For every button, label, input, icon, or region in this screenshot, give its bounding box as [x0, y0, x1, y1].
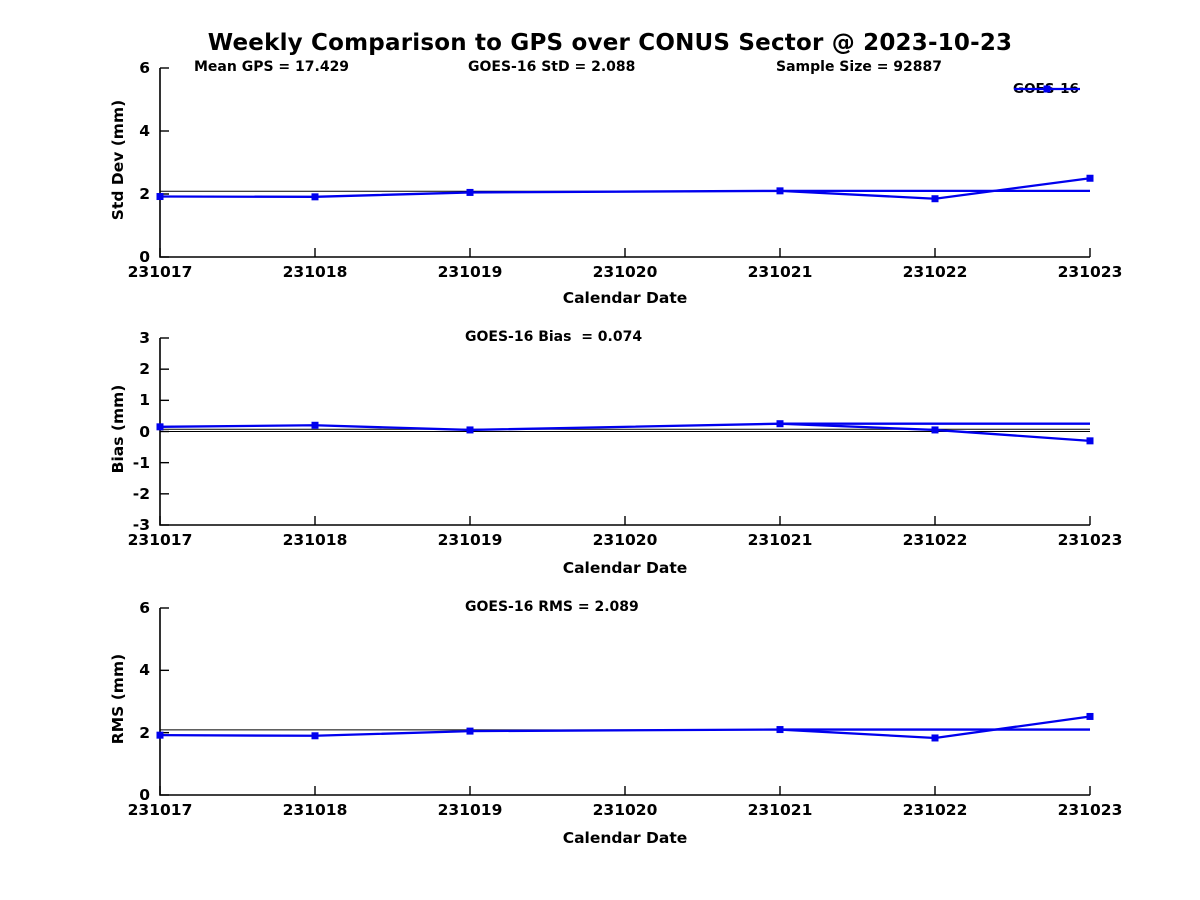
y-tick-label: 2	[139, 360, 150, 379]
x-tick-label: 231017	[127, 263, 193, 281]
data-marker-GOES-16-daily	[931, 426, 939, 434]
y-tick-label: 0	[139, 422, 150, 441]
y-tick-label: 2	[139, 185, 150, 203]
data-marker-GOES-16-daily	[931, 195, 939, 203]
y-tick-label: 6	[139, 59, 150, 77]
x-tick-label: 231018	[282, 531, 348, 549]
x-tick-label: 231021	[747, 263, 813, 281]
y-tick-label: 6	[139, 599, 150, 617]
x-tick-label: 231020	[592, 263, 658, 281]
annotation-mean-gps: Mean GPS = 17.429	[194, 59, 350, 75]
x-tick-label: 231023	[1057, 801, 1123, 819]
y-tick-label: 3	[139, 329, 150, 347]
x-tick-label: 231021	[747, 801, 813, 819]
data-marker-GOES-16-daily	[311, 421, 319, 429]
data-marker-GOES-16-daily	[156, 731, 164, 739]
axis-spines-panel-1	[159, 68, 1090, 258]
y-tick-label: -1	[132, 453, 150, 472]
xlabel-calendar-date-2: Calendar Date	[562, 559, 688, 577]
data-marker-GOES-16-daily	[1086, 712, 1094, 720]
series-line-GOES-16-daily	[159, 715, 1091, 740]
data-marker-GOES-16-daily	[1086, 174, 1094, 182]
axis-spines-panel-3	[159, 608, 1090, 796]
annotation-goes16-std: GOES-16 StD = 2.088	[468, 59, 636, 75]
x-tick-label: 231023	[1057, 263, 1123, 281]
data-marker-GOES-16-daily	[466, 426, 474, 434]
annotation-goes16-rms: GOES-16 RMS = 2.089	[465, 599, 639, 615]
x-tick-label: 231020	[592, 801, 658, 819]
x-tick-label: 231022	[902, 801, 968, 819]
y-tick-label: -2	[132, 484, 150, 503]
data-marker-GOES-16-daily	[156, 193, 164, 201]
x-tick-label: 231022	[902, 531, 968, 549]
x-tick-label: 231020	[592, 531, 658, 549]
x-tick-label: 231023	[1057, 531, 1123, 549]
data-marker-GOES-16-daily	[1086, 437, 1094, 445]
data-marker-GOES-16-daily	[466, 727, 474, 735]
figure-title: Weekly Comparison to GPS over CONUS Sect…	[207, 30, 1013, 56]
legend-square-marker-icon	[1043, 85, 1051, 93]
y-tick-label: 0	[139, 786, 150, 804]
annotation-goes16-bias: GOES-16 Bias = 0.074	[465, 329, 643, 345]
x-tick-label: 231021	[747, 531, 813, 549]
data-marker-GOES-16-daily	[311, 732, 319, 740]
x-tick-label: 231017	[127, 801, 193, 819]
y-tick-label: -3	[132, 516, 150, 534]
x-tick-label: 231017	[127, 531, 193, 549]
y-tick-label: 1	[139, 391, 150, 410]
series-line-GOES-16-daily	[159, 422, 1091, 442]
y-tick-label: 4	[139, 661, 150, 680]
y-tick-label: 0	[139, 248, 150, 266]
y-tick-label: 4	[139, 122, 150, 140]
data-marker-GOES-16-daily	[466, 188, 474, 196]
legend: GOES-16	[1013, 81, 1080, 97]
data-marker-GOES-16-daily	[156, 423, 164, 431]
x-tick-label: 231019	[437, 531, 503, 549]
x-tick-label: 231018	[282, 801, 348, 819]
ylabel-rms: RMS (mm)	[109, 653, 127, 745]
x-tick-label: 231022	[902, 263, 968, 281]
y-tick-label: 2	[139, 723, 150, 742]
data-marker-GOES-16-daily	[311, 193, 319, 201]
annotation-sample-size: Sample Size = 92887	[776, 59, 943, 75]
x-tick-label: 231018	[282, 263, 348, 281]
ylabel-std-dev: Std Dev (mm)	[109, 99, 127, 221]
x-tick-label: 231019	[437, 801, 503, 819]
legend-line-sample	[1014, 85, 1080, 93]
data-marker-GOES-16-daily	[931, 734, 939, 742]
xlabel-calendar-date-1: Calendar Date	[562, 289, 688, 307]
xlabel-calendar-date-3: Calendar Date	[562, 829, 688, 847]
x-tick-label: 231019	[437, 263, 503, 281]
series-line-GOES-16-daily	[159, 177, 1091, 200]
